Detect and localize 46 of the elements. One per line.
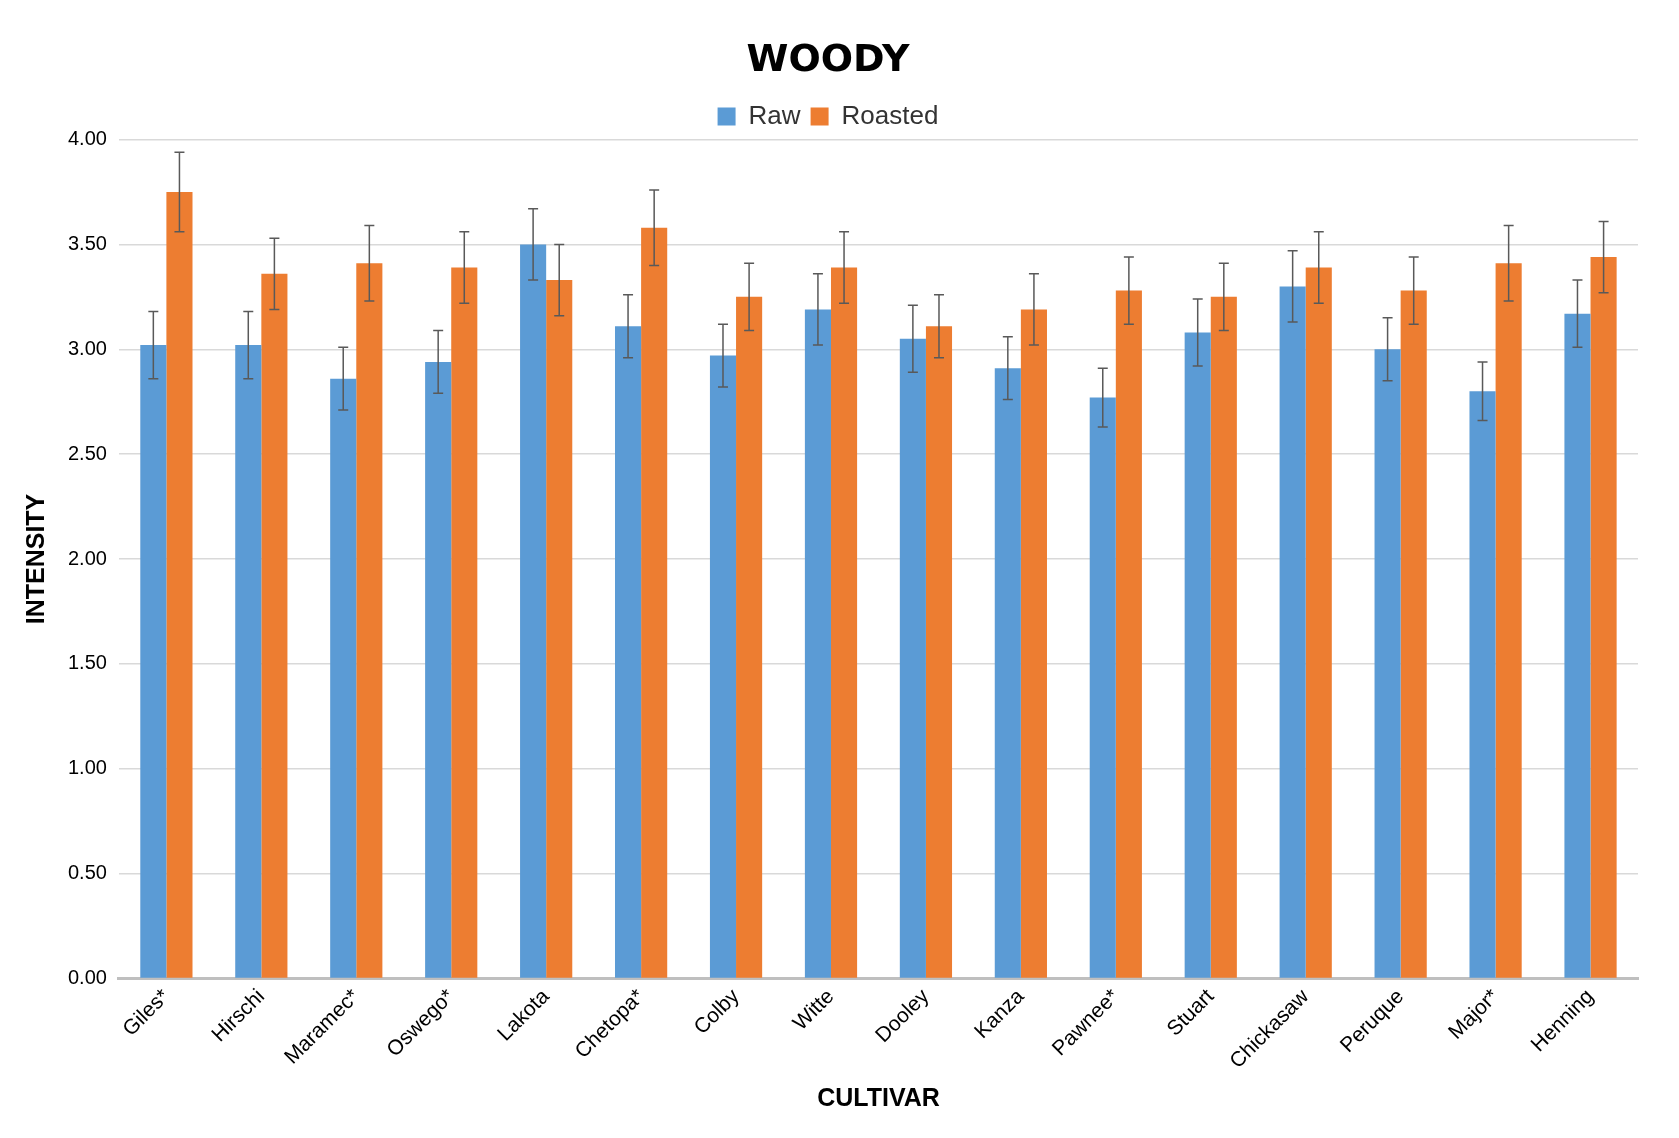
bar <box>1210 296 1237 978</box>
y-tick-label: 0.50 <box>67 861 107 884</box>
bar <box>166 192 193 978</box>
bar <box>546 280 573 978</box>
bar <box>261 273 288 978</box>
y-tick-label: 1.00 <box>67 756 107 779</box>
bar <box>1184 332 1211 978</box>
bar <box>736 296 763 978</box>
y-tick-label: 2.00 <box>67 546 107 569</box>
y-tick-label: 2.50 <box>67 441 107 464</box>
y-tick-label: 1.50 <box>67 651 107 674</box>
y-tick-label: 3.50 <box>67 231 107 254</box>
bar <box>1590 257 1617 978</box>
bar <box>235 345 262 978</box>
y-tick-label: 4.00 <box>67 127 107 150</box>
bar <box>1469 391 1496 978</box>
y-axis-title: INTENSITY <box>20 493 49 625</box>
bar <box>520 244 547 978</box>
bar <box>615 326 642 978</box>
bar <box>994 368 1021 978</box>
bar <box>899 338 926 978</box>
bar <box>1374 349 1401 978</box>
bar <box>330 378 357 978</box>
bar <box>1400 290 1427 978</box>
y-tick-label: 0.00 <box>67 965 107 988</box>
bar <box>804 309 831 978</box>
bar <box>1305 267 1332 978</box>
chart-title: WOODY <box>746 35 910 80</box>
bar <box>140 345 167 978</box>
bar <box>925 326 953 978</box>
bar <box>1020 309 1047 978</box>
bar <box>356 263 383 978</box>
bar <box>1279 286 1306 978</box>
bar <box>451 267 478 978</box>
bar <box>425 361 452 978</box>
bar <box>830 267 858 978</box>
bar <box>1564 313 1591 978</box>
bar <box>1495 263 1522 978</box>
legend-label: Roasted <box>841 99 939 130</box>
bar <box>1089 397 1116 978</box>
y-tick-label: 3.00 <box>67 336 107 359</box>
bar <box>709 355 737 978</box>
x-axis-title: CULTIVAR <box>817 1082 940 1111</box>
legend-label: Raw <box>748 99 801 130</box>
bar <box>641 227 668 978</box>
bar <box>1115 290 1142 978</box>
